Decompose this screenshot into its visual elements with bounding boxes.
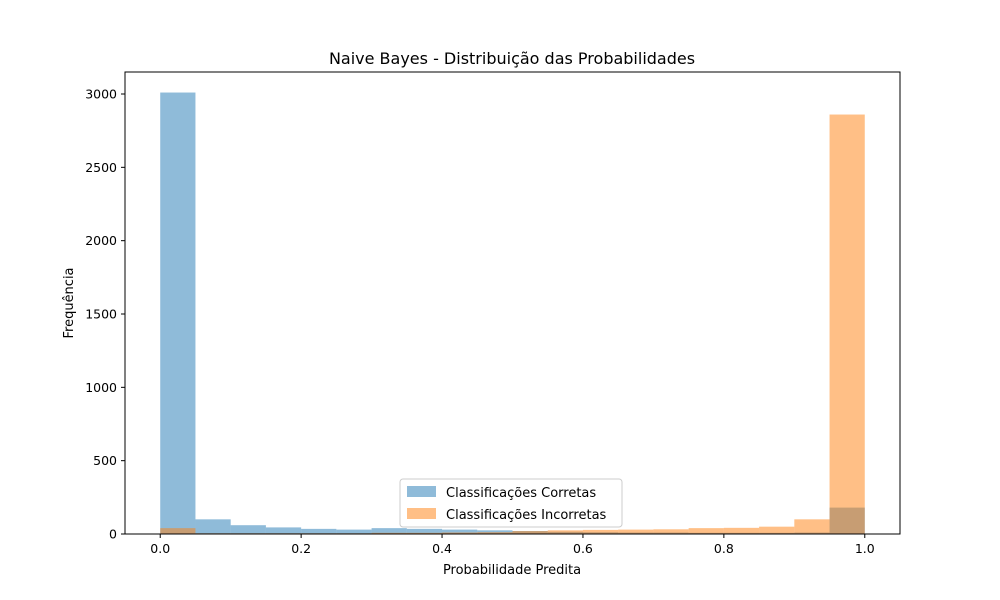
bar-series0-bin6 [371,528,407,534]
bar-series1-bin17 [759,526,795,534]
bar-series1-bin6 [371,532,407,534]
legend-swatch-corretas [407,486,436,497]
bar-series1-bin0 [160,528,196,534]
x-axis-label: Probabilidade Predita [443,563,581,578]
x-tick-label: 0.8 [714,541,734,556]
bar-series1-bin14 [653,529,689,534]
bar-series1-bin10 [512,531,548,534]
x-tick-label: 0.6 [573,541,593,556]
y-tick-label: 1000 [85,380,117,395]
legend-swatch-incorretas [407,508,436,519]
bar-series1-bin11 [547,530,583,534]
x-tick-label: 1.0 [855,541,875,556]
bar-series0-bin7 [406,528,443,534]
legend-label-incorretas: Classificações Incorretas [446,508,607,523]
chart-title: Naive Bayes - Distribuição das Probabili… [329,49,695,68]
x-tick-label: 0.2 [291,541,311,556]
bar-series1-bin16 [723,527,760,534]
plot-frame [124,71,901,535]
y-tick-label: 2000 [85,233,117,248]
legend-box [399,478,623,528]
bar-series0-bin3 [265,527,302,534]
bar-series1-bin19 [829,114,865,535]
bar-series0-bin0 [160,92,196,535]
bar-series1-bin15 [688,528,724,534]
bar-series1-bin7 [406,532,443,534]
y-tick-label: 2500 [85,160,117,175]
y-tick-label: 0 [109,527,117,542]
x-tick-label: 0.0 [150,541,170,556]
bar-series1-bin13 [618,529,654,534]
bar-series1-bin12 [582,529,619,534]
bar-series1-bin18 [794,519,830,534]
y-tick-label: 3000 [85,87,117,102]
legend-label-corretas: Classificações Corretas [446,486,596,501]
legend: Classificações Corretas Classificações I… [399,478,623,528]
bar-series0-bin5 [336,529,372,534]
y-axis-ticks: 0 500 1000 1500 2000 2500 3000 [85,87,125,542]
bar-series0-bin8 [442,529,478,534]
bar-series0-bin1 [195,519,231,534]
bar-series1-bin9 [477,532,513,534]
y-axis-label: Frequência [62,267,77,338]
bars-layer [160,92,865,535]
bar-series1-bin8 [442,532,478,534]
bar-series0-bin4 [301,528,337,534]
x-axis-ticks: 0.0 0.2 0.4 0.6 0.8 1.0 [150,534,875,556]
y-tick-label: 500 [93,453,117,468]
bar-series0-bin2 [230,525,266,534]
bar-series0-bin9 [477,530,513,534]
y-tick-label: 1500 [85,307,117,322]
x-tick-label: 0.4 [432,541,452,556]
